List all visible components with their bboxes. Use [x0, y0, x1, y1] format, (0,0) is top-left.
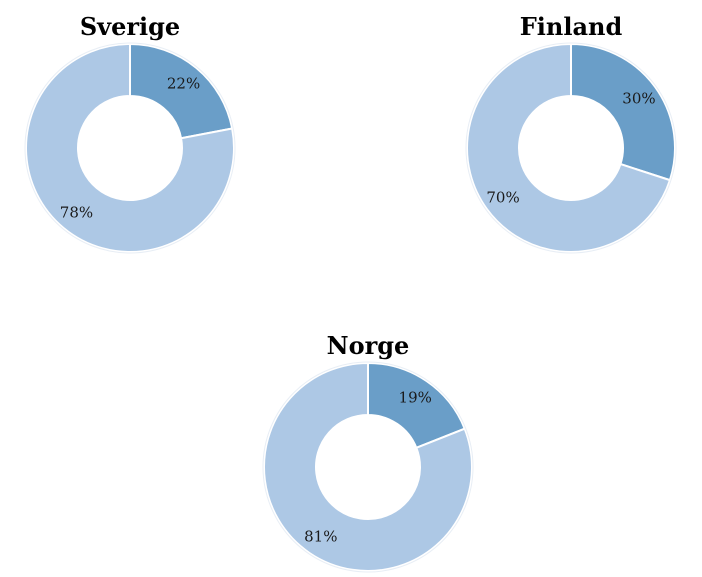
donut-slice [129, 42, 234, 140]
data-label: 30% [622, 90, 655, 108]
chart-title: Sverige [79, 12, 181, 41]
data-label: 19% [399, 389, 432, 407]
data-label: 78% [60, 204, 93, 222]
donut-outline [24, 42, 236, 254]
donut-outline [262, 361, 474, 573]
data-label: 81% [304, 527, 337, 545]
donut-chart-sverige: Sverige 22% 78% [24, 14, 236, 254]
donut-chart-finland: Finland 30% 70% [465, 14, 677, 254]
donut-chart-norge: Norge 19% 81% [262, 333, 474, 573]
chart-title: Norge [326, 331, 410, 360]
donut-slice [25, 42, 235, 253]
donut-slice [570, 42, 676, 182]
data-label: 70% [486, 188, 519, 206]
donut-slice [263, 361, 473, 572]
donut-svg: 30% 70% [465, 42, 677, 254]
data-label: 22% [167, 74, 200, 92]
donut-outline [465, 42, 677, 254]
donut-svg: 22% 78% [24, 42, 236, 254]
donut-svg: 19% 81% [262, 361, 474, 573]
chart-title: Finland [519, 12, 623, 41]
donut-slice [466, 42, 672, 253]
